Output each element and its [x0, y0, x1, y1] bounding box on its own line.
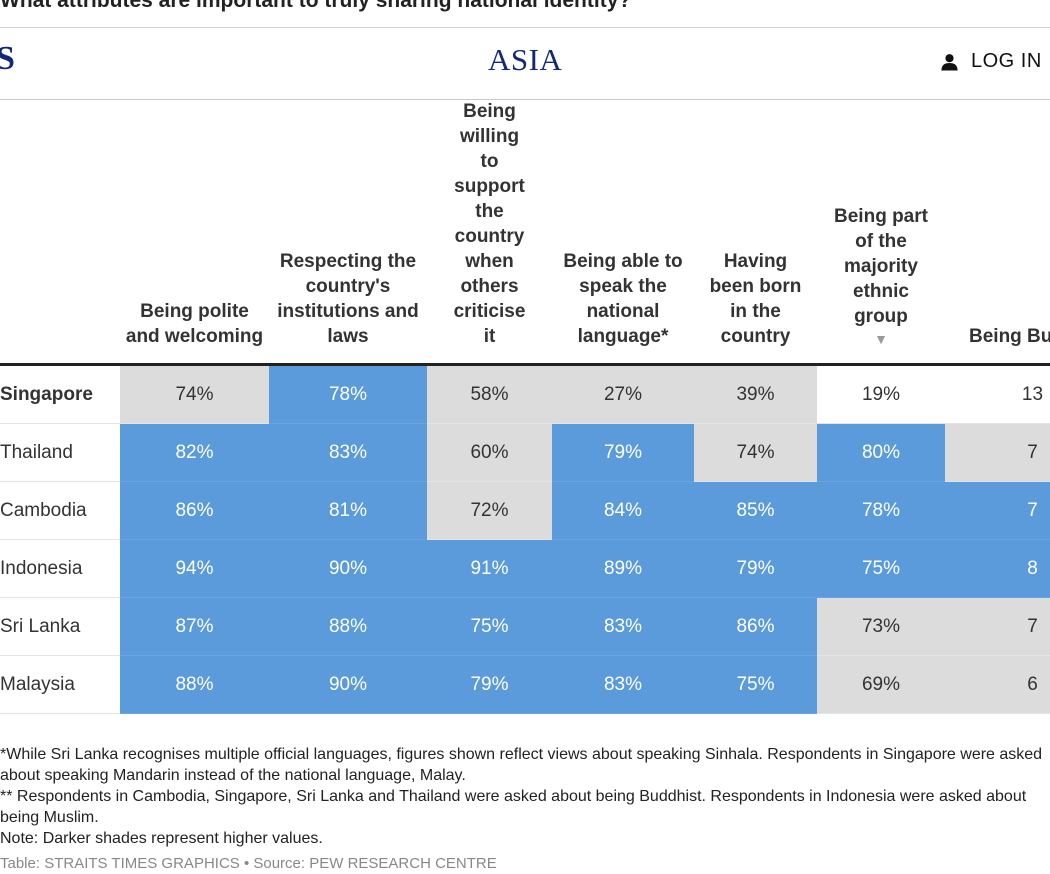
value-cell: 27%: [552, 364, 694, 424]
value-cell: 73%: [817, 597, 945, 656]
country-cell: Sri Lanka: [0, 597, 120, 656]
country-cell: Singapore: [0, 364, 120, 424]
column-header[interactable]: Being able to speak the national languag…: [552, 99, 694, 366]
value-cell: 90%: [269, 655, 427, 714]
table-row: Cambodia 86% 81% 72% 84% 85% 78% 7: [0, 481, 1050, 540]
brand-logo[interactable]: S: [0, 40, 15, 77]
country-cell: Indonesia: [0, 539, 120, 598]
value-cell: 75%: [694, 655, 817, 714]
value-cell: 7: [945, 423, 1050, 482]
site-header: S ASIA LOG IN: [0, 27, 1050, 100]
title-text: What attributes are important to truly s…: [0, 0, 632, 12]
value-cell: 8: [945, 539, 1050, 598]
value-cell: 79%: [694, 539, 817, 598]
attributes-table-container: Being polite and welcoming Respecting th…: [0, 99, 1050, 715]
column-header[interactable]: Having been born in the country: [694, 99, 817, 366]
table-row: Sri Lanka 87% 88% 75% 83% 86% 73% 7: [0, 597, 1050, 656]
value-cell: 7: [945, 597, 1050, 656]
column-header[interactable]: Respecting the country's institutions an…: [269, 99, 427, 366]
country-cell: Cambodia: [0, 481, 120, 540]
value-cell: 74%: [120, 364, 269, 424]
value-cell: 83%: [552, 655, 694, 714]
value-cell: 6: [945, 655, 1050, 714]
value-cell: 69%: [817, 655, 945, 714]
column-header-label: Being Buddhist: [969, 326, 1050, 347]
value-cell: 72%: [427, 481, 552, 540]
footnote-language: *While Sri Lanka recognises multiple off…: [0, 746, 1043, 784]
footnotes: *While Sri Lanka recognises multiple off…: [0, 744, 1050, 849]
edition-title[interactable]: ASIA: [488, 42, 563, 77]
value-cell: 83%: [269, 423, 427, 482]
footnote-shading: Note: Darker shades represent higher val…: [0, 830, 323, 847]
login-label: LOG IN: [971, 50, 1042, 72]
source-credit: Table: STRAITS TIMES GRAPHICS • Source: …: [0, 855, 497, 872]
value-cell: 39%: [694, 364, 817, 424]
value-cell: 89%: [552, 539, 694, 598]
country-cell: Thailand: [0, 423, 120, 482]
sort-descending-icon: ▼: [874, 331, 888, 347]
value-cell: 7: [945, 481, 1050, 540]
footnote-religion: ** Respondents in Cambodia, Singapore, S…: [0, 788, 1027, 826]
column-header[interactable]: Being willing to support the country whe…: [427, 99, 552, 366]
value-cell: 83%: [552, 597, 694, 656]
column-header-label: Having been born in the country: [709, 251, 802, 347]
value-cell: 85%: [694, 481, 817, 540]
value-cell: 79%: [552, 423, 694, 482]
column-header-label: Respecting the country's institutions an…: [277, 251, 419, 347]
table-row: Malaysia 88% 90% 79% 83% 75% 69% 6: [0, 655, 1050, 714]
value-cell: 78%: [817, 481, 945, 540]
value-cell: 81%: [269, 481, 427, 540]
value-cell: 86%: [694, 597, 817, 656]
table-row: Singapore 74% 78% 58% 27% 39% 19% 13: [0, 364, 1050, 424]
column-header-label: Being part of the majority ethnic group: [834, 206, 928, 327]
header-row: Being polite and welcoming Respecting th…: [0, 99, 1050, 366]
column-header-sorted[interactable]: Being part of the majority ethnic group …: [817, 99, 945, 366]
column-header-label: Being willing to support the country whe…: [453, 101, 526, 347]
table-row: Indonesia 94% 90% 91% 89% 79% 75% 8: [0, 539, 1050, 598]
value-cell: 86%: [120, 481, 269, 540]
attributes-table: Being polite and welcoming Respecting th…: [0, 99, 1050, 714]
value-cell: 58%: [427, 364, 552, 424]
value-cell: 75%: [817, 539, 945, 598]
value-cell: 91%: [427, 539, 552, 598]
column-header[interactable]: Being Buddhist: [945, 99, 1050, 366]
value-cell: 88%: [269, 597, 427, 656]
value-cell: 88%: [120, 655, 269, 714]
value-cell: 75%: [427, 597, 552, 656]
value-cell: 19%: [817, 364, 945, 424]
value-cell: 80%: [817, 423, 945, 482]
value-cell: 74%: [694, 423, 817, 482]
value-cell: 87%: [120, 597, 269, 656]
login-button[interactable]: LOG IN: [940, 50, 1042, 73]
column-header-label: Being able to speak the national languag…: [563, 251, 683, 347]
value-cell: 60%: [427, 423, 552, 482]
country-cell: Malaysia: [0, 655, 120, 714]
value-cell: 84%: [552, 481, 694, 540]
value-cell: 82%: [120, 423, 269, 482]
column-header-label: Being polite and welcoming: [125, 301, 264, 347]
user-icon: [941, 53, 958, 71]
column-header[interactable]: Being polite and welcoming: [120, 99, 269, 366]
table-row: Thailand 82% 83% 60% 79% 74% 80% 7: [0, 423, 1050, 482]
value-cell: 78%: [269, 364, 427, 424]
value-cell: 13: [945, 364, 1050, 424]
value-cell: 90%: [269, 539, 427, 598]
country-column-header: [0, 99, 120, 366]
value-cell: 94%: [120, 539, 269, 598]
page-title: What attributes are important to truly s…: [0, 0, 1050, 28]
value-cell: 79%: [427, 655, 552, 714]
